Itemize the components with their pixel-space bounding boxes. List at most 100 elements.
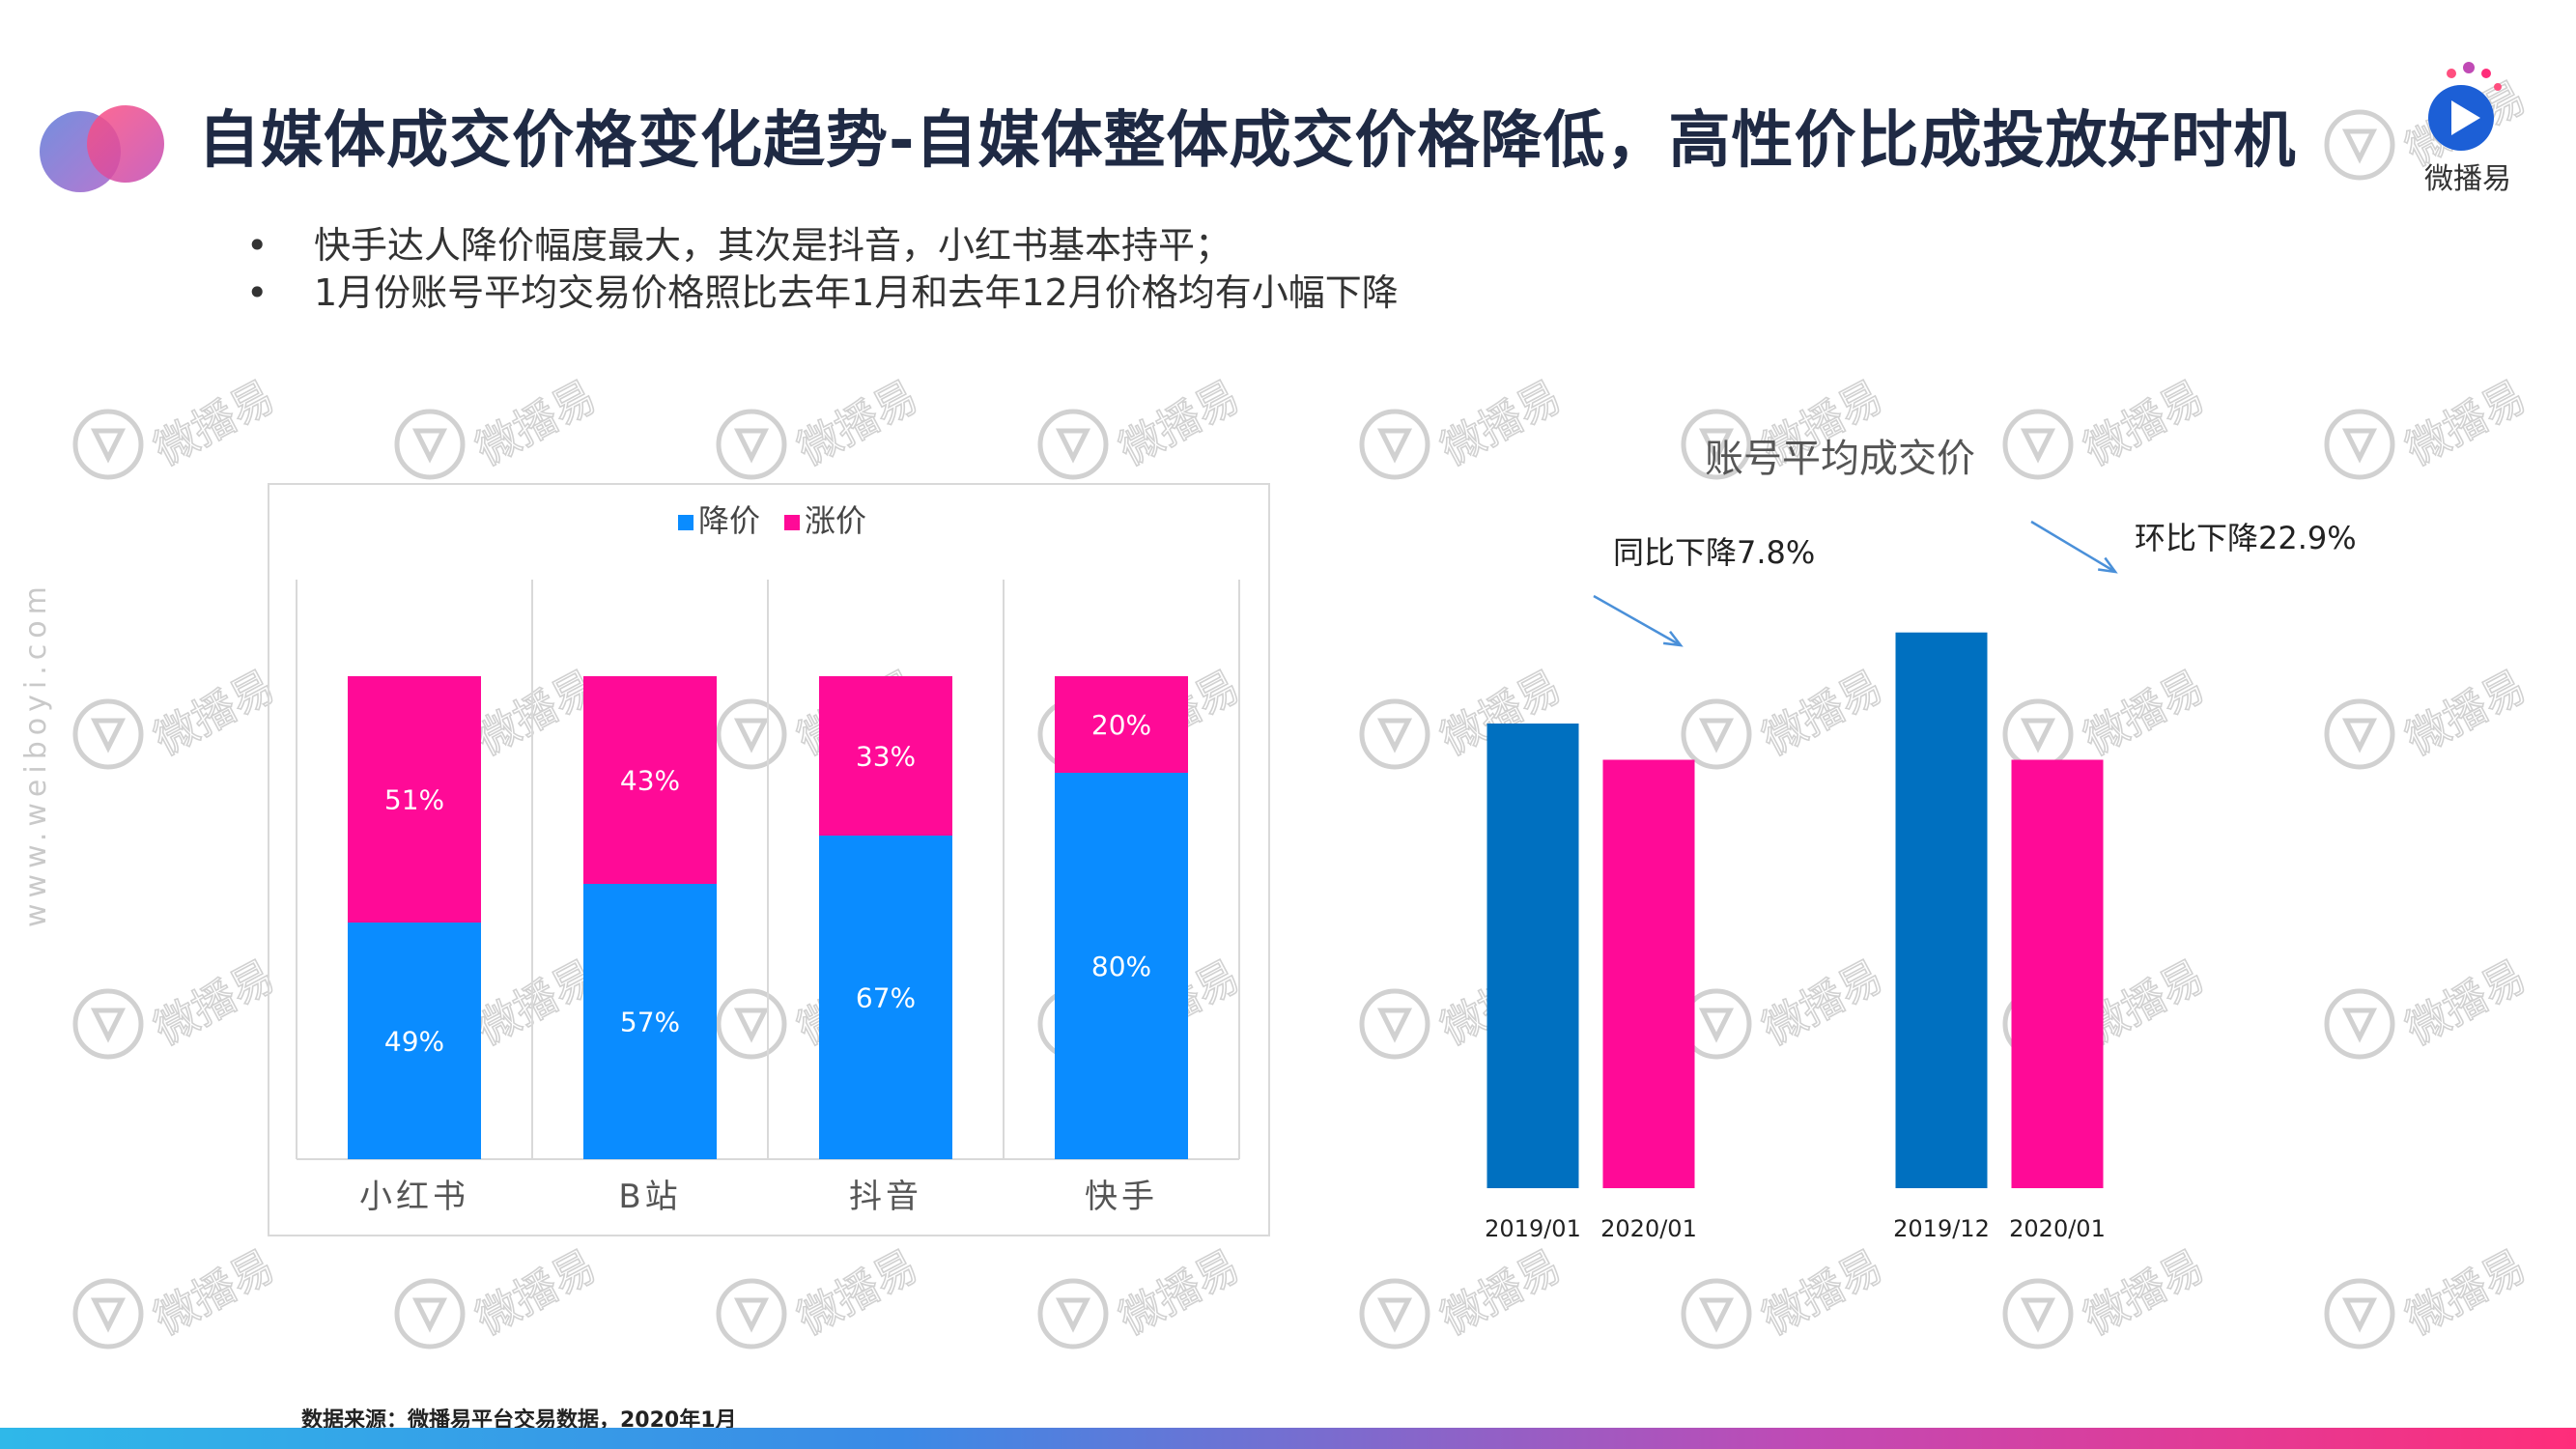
bar-down	[819, 836, 952, 1159]
watermark-icon: 微播易	[394, 371, 605, 480]
bar-down	[348, 923, 481, 1159]
avg-price-bar	[1486, 724, 1579, 1188]
bullet-text: 快手达人降价幅度最大，其次是抖音，小红书基本持平；	[314, 224, 1232, 267]
watermark-text: 微播易	[1112, 1241, 1247, 1345]
bar-up	[348, 676, 481, 923]
bullet-dot-icon: •	[246, 224, 269, 267]
watermark-circle	[72, 1278, 144, 1350]
watermark-triangle	[2341, 428, 2378, 464]
annotation-arrow-head	[1662, 630, 1684, 647]
watermark-triangle	[733, 718, 770, 753]
logo-text: 微播易	[2424, 162, 2511, 196]
watermark-icon: 微播易	[1037, 371, 1248, 480]
data-label-down: 67%	[856, 982, 916, 1014]
legend-label-up: 涨价	[805, 502, 866, 539]
watermark-triangle	[2341, 718, 2378, 753]
watermark-text: 微播易	[147, 1241, 282, 1345]
watermark-triangle	[733, 1297, 770, 1333]
watermark-circle	[1359, 409, 1430, 480]
watermark-circle	[72, 698, 144, 770]
watermark-icon: 微播易	[72, 661, 283, 770]
watermark-circle	[1359, 988, 1430, 1060]
watermark-triangle	[1698, 718, 1735, 753]
watermark-triangle	[1698, 428, 1735, 464]
watermark-circle	[2002, 1278, 2074, 1350]
price-change-stacked-chart: 降价 涨价 49% 51% 小红书 57% 43% B站 67% 33% 抖音 80% 20% 快手	[296, 502, 1240, 1216]
bar-tick-label: 2019/12	[1893, 1215, 1990, 1242]
watermark-circle	[716, 988, 787, 1060]
watermark-circle	[716, 698, 787, 770]
watermark-triangle	[2341, 1008, 2378, 1043]
watermark-icon: 微播易	[1037, 1240, 1248, 1350]
data-label-up: 43%	[620, 765, 680, 797]
bar-up	[819, 676, 952, 836]
watermark-triangle	[733, 1008, 770, 1043]
watermark-triangle	[1698, 1297, 1735, 1333]
watermark-icon: 微播易	[2324, 371, 2534, 480]
watermark-icon: 微播易	[2002, 371, 2213, 480]
watermark-text: 微播易	[1112, 372, 1247, 475]
annotation-arrow-head	[2098, 556, 2118, 574]
data-label-up: 51%	[384, 784, 444, 816]
bar-down	[583, 884, 717, 1159]
left-chart-frame	[268, 483, 1270, 1236]
legend-swatch-down	[678, 515, 694, 530]
bar-tick-label: 2019/01	[1485, 1215, 1581, 1242]
watermark-triangle	[1376, 718, 1413, 753]
watermark-icon: 微播易	[2324, 951, 2534, 1060]
watermark-circle	[72, 988, 144, 1060]
watermark-circle	[1359, 1278, 1430, 1350]
watermark-icon: 微播易	[1681, 661, 1891, 770]
watermark-text: 微播易	[468, 1241, 604, 1345]
watermark-icon: 微播易	[394, 661, 605, 770]
watermark-triangle	[2020, 1297, 2056, 1333]
watermark-icon: 微播易	[2002, 1240, 2213, 1350]
category-tick-label: 小红书	[359, 1178, 469, 1216]
watermark-triangle	[2341, 128, 2378, 164]
watermark-icon: 微播易	[72, 951, 283, 1060]
watermark-circle	[72, 409, 144, 480]
legend-label-down: 降价	[698, 502, 760, 539]
data-label-up: 20%	[1091, 709, 1151, 741]
annotation-arrow	[1593, 594, 1682, 647]
watermark-icon: 微播易	[2324, 1240, 2534, 1350]
watermark-circle	[1681, 409, 1752, 480]
watermark-triangle	[411, 428, 448, 464]
data-label-up: 33%	[856, 741, 916, 773]
watermark-circle	[1681, 698, 1752, 770]
watermark-circle	[2002, 409, 2074, 480]
watermark-icon: 微播易	[1359, 371, 1570, 480]
watermark-icon: 微播易	[72, 371, 283, 480]
watermark-text: 微播易	[790, 372, 925, 475]
category-tick-label: B站	[618, 1178, 681, 1216]
data-label-down: 57%	[620, 1007, 680, 1038]
watermark-icon: 微播易	[2002, 661, 2213, 770]
watermark-triangle	[411, 1297, 448, 1333]
data-label-down: 80%	[1091, 951, 1151, 982]
watermark-triangle	[1376, 1008, 1413, 1043]
bullet-dot-icon: •	[246, 271, 269, 314]
avg-price-bar	[2011, 759, 2104, 1188]
watermark-circle	[1037, 1278, 1109, 1350]
watermark-icon: 微播易	[1681, 951, 1891, 1060]
category-tick-label: 快手	[1085, 1178, 1158, 1216]
watermark-icon: 微播易	[716, 371, 926, 480]
bullet-text: 1月份账号平均交易价格照比去年1月和去年12月价格均有小幅下降	[314, 271, 1399, 314]
watermark-text: 微播易	[147, 372, 282, 475]
watermark-circle	[1681, 1278, 1752, 1350]
avg-price-bar-chart: 账号平均成交价 2019/01 2020/01 同比下降7.8% 2019/12 2020…	[1485, 437, 2357, 1242]
watermark-text: 微播易	[468, 372, 604, 475]
watermark-circle	[1359, 698, 1430, 770]
bullet-item: • 1月份账号平均交易价格照比去年1月和去年12月价格均有小幅下降	[246, 271, 1399, 316]
bar-tick-label: 2020/01	[2009, 1215, 2106, 1242]
watermark-triangle	[2020, 718, 2056, 753]
watermark-circle	[716, 1278, 787, 1350]
bar-down	[1055, 773, 1188, 1159]
watermark-icon: 微播易	[72, 1240, 283, 1350]
header-decoration-icon	[40, 105, 164, 192]
watermark-triangle	[2020, 428, 2056, 464]
watermark-triangle	[1376, 428, 1413, 464]
watermark-triangle	[90, 718, 127, 753]
weiboyi-logo-icon	[2428, 62, 2502, 151]
change-annotation: 同比下降7.8%	[1613, 534, 1815, 571]
